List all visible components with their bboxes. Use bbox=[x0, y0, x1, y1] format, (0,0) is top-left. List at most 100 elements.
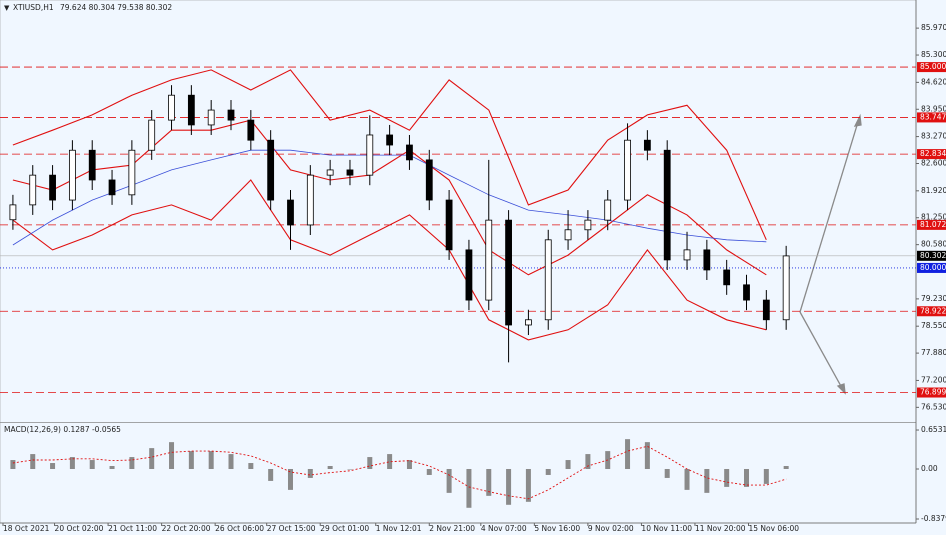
level-label: 81.072 bbox=[920, 220, 946, 229]
macd-bar bbox=[89, 460, 95, 469]
x-tick-label: 2 Nov 21:00 bbox=[429, 524, 475, 533]
x-tick-label: 11 Nov 20:00 bbox=[695, 524, 746, 533]
y-tick-label: 83.270 bbox=[921, 132, 946, 141]
macd-bar bbox=[565, 460, 571, 469]
x-tick-label: 10 Nov 11:00 bbox=[641, 524, 692, 533]
macd-bar bbox=[129, 457, 135, 469]
level-tag bbox=[917, 306, 946, 317]
candle-body bbox=[762, 299, 770, 321]
candle-body bbox=[505, 219, 512, 326]
arrow-down bbox=[799, 311, 843, 389]
candle-body bbox=[88, 149, 96, 181]
level-tag bbox=[917, 219, 946, 230]
candle-body bbox=[643, 139, 651, 151]
macd-bar bbox=[466, 468, 472, 508]
macd-bar bbox=[545, 468, 551, 475]
current-price-tag bbox=[917, 250, 946, 261]
macd-bar bbox=[525, 468, 531, 502]
macd-signal bbox=[12, 445, 787, 500]
candle-body bbox=[366, 134, 374, 176]
x-tick-label: 15 Nov 06:00 bbox=[748, 524, 799, 533]
candle-body bbox=[564, 229, 572, 241]
candle-body bbox=[604, 199, 612, 221]
arrow-down-head bbox=[836, 383, 846, 395]
y-tick-label: 79.230 bbox=[921, 294, 946, 303]
level-label: 80.000 bbox=[920, 263, 946, 272]
level-label: 78.922 bbox=[920, 306, 946, 315]
candle-body bbox=[743, 284, 750, 301]
y-tick-label: 82.600 bbox=[921, 158, 946, 167]
candle-body bbox=[723, 269, 731, 286]
candle-body bbox=[306, 174, 314, 226]
x-tick-label: 22 Oct 20:00 bbox=[162, 524, 211, 533]
projection-arrows bbox=[799, 113, 862, 395]
y-tick-label: 78.550 bbox=[921, 321, 946, 330]
macd-bar bbox=[50, 463, 56, 469]
macd-bar bbox=[684, 468, 690, 490]
level-label: 76.899 bbox=[920, 388, 946, 397]
plot-frame bbox=[0, 0, 917, 524]
candle-body bbox=[227, 109, 235, 121]
x-tick-label: 21 Oct 11:00 bbox=[108, 524, 157, 533]
macd-y-tick-label: -0.8379 bbox=[921, 514, 946, 523]
macd-bar bbox=[406, 460, 412, 469]
candle-body bbox=[187, 94, 195, 126]
macd-bar bbox=[268, 468, 274, 481]
macd-bar bbox=[69, 457, 75, 469]
macd-bar bbox=[486, 468, 492, 496]
level-tag bbox=[917, 112, 946, 123]
x-tick-label: 29 Oct 01:00 bbox=[320, 524, 369, 533]
dropdown-icon[interactable]: ▼ bbox=[4, 4, 10, 12]
macd-bar bbox=[367, 457, 373, 469]
y-tick-label: 76.530 bbox=[921, 402, 946, 411]
candle-body bbox=[544, 239, 552, 321]
candle-body bbox=[525, 319, 532, 326]
macd-bar bbox=[248, 463, 254, 469]
y-tick-label: 84.620 bbox=[921, 77, 946, 86]
level-tag bbox=[917, 387, 946, 398]
macd-bar bbox=[724, 468, 730, 487]
candle-body bbox=[9, 204, 17, 221]
y-tick-label: 81.250 bbox=[921, 213, 946, 222]
candle-body bbox=[49, 174, 56, 201]
macd-bar bbox=[664, 468, 670, 478]
level-tag bbox=[917, 262, 946, 273]
candle-body bbox=[683, 249, 691, 261]
macd-bar bbox=[585, 454, 591, 469]
arrow-up-head bbox=[853, 113, 862, 127]
y-tick-label: 85.300 bbox=[921, 50, 946, 59]
macd-bar bbox=[307, 468, 313, 478]
x-tick-label: 4 Nov 07:00 bbox=[481, 524, 527, 533]
candle-body bbox=[108, 179, 116, 196]
macd-y-tick-label: 0.6531 bbox=[921, 425, 946, 434]
candle-body bbox=[287, 199, 294, 226]
macd-bar bbox=[169, 442, 175, 469]
y-tick-label: 81.920 bbox=[921, 186, 946, 195]
candle-body bbox=[782, 255, 790, 321]
macd-bar bbox=[327, 466, 333, 469]
macd-bar bbox=[644, 442, 650, 469]
level-label: 83.747 bbox=[920, 112, 946, 121]
macd-bar bbox=[287, 468, 293, 490]
y-tick-label: 77.880 bbox=[921, 348, 946, 357]
x-tick-label: 27 Oct 15:00 bbox=[267, 524, 316, 533]
candle-body bbox=[128, 149, 136, 196]
candle-body bbox=[68, 149, 76, 201]
candle-body bbox=[326, 169, 334, 176]
macd-bar bbox=[228, 454, 234, 469]
macd-bar bbox=[10, 460, 16, 469]
x-tick-label: 20 Oct 02:00 bbox=[55, 524, 104, 533]
middle-band bbox=[12, 119, 767, 276]
macd-bar bbox=[446, 468, 452, 493]
header-prices: 79.624 80.304 79.538 80.302 bbox=[60, 3, 172, 12]
candle-body bbox=[425, 159, 433, 201]
current-price-label: 80.302 bbox=[920, 251, 946, 260]
candle-body bbox=[386, 134, 394, 146]
macd-y-tick-label: 0.00 bbox=[921, 464, 938, 473]
symbol: XTIUSD,H1 bbox=[13, 3, 54, 12]
macd-bar bbox=[625, 439, 631, 469]
macd-bar bbox=[426, 468, 432, 475]
candle-body bbox=[445, 199, 453, 251]
level-tag bbox=[917, 149, 946, 160]
candle-body bbox=[485, 219, 493, 301]
